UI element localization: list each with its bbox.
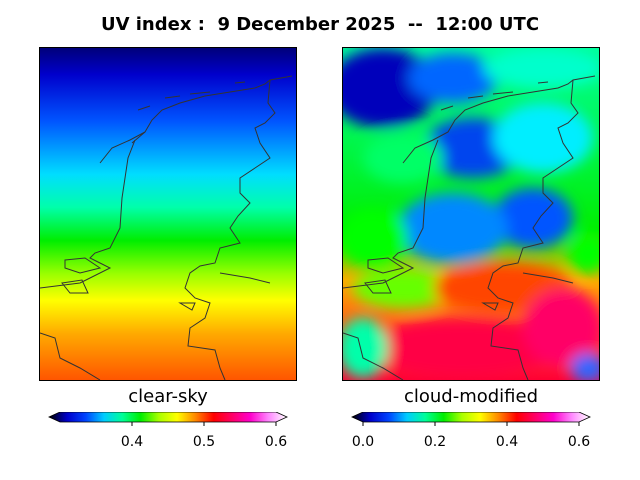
colorbar-left-body <box>48 412 288 423</box>
cloud-modified-map <box>342 47 600 381</box>
clear-sky-label: clear-sky <box>128 386 208 407</box>
clear-sky-map <box>39 47 297 381</box>
coastline-left <box>40 75 293 380</box>
colorbar-tick-label: 0.0 <box>351 434 375 450</box>
colorbar-tick-label: 0.6 <box>567 434 591 450</box>
colorbar-right-body <box>351 412 591 423</box>
cloud-modified-colorbar <box>351 412 591 426</box>
colorbar-right-ticks <box>362 422 580 426</box>
clear-sky-field <box>40 48 296 380</box>
map-title: UV index : 9 December 2025 -- 12:00 UTC <box>100 14 540 35</box>
colorbar-tick-label: 0.6 <box>264 434 288 450</box>
cloud-modified-label: cloud-modified <box>403 386 539 407</box>
cloud-field-patches <box>343 48 599 380</box>
colorbar-tick-label: 0.2 <box>423 434 447 450</box>
clear-sky-colorbar <box>48 412 288 426</box>
colorbar-tick-label: 0.4 <box>495 434 519 450</box>
colorbar-left-ticks <box>131 422 277 426</box>
coastline-right <box>343 75 596 380</box>
colorbar-tick-label: 0.5 <box>192 434 216 450</box>
colorbar-tick-label: 0.4 <box>120 434 144 450</box>
